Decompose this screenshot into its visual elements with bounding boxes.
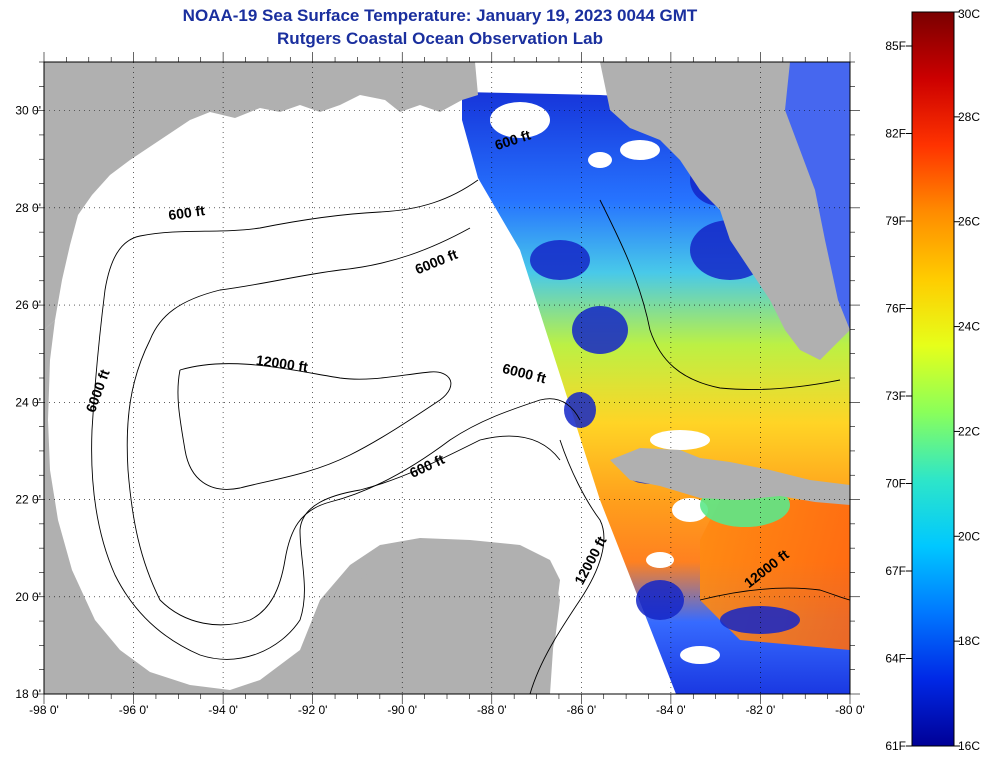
colorbar-fahrenheit-label: 70F [885, 477, 906, 491]
bathymetry-contours [91, 179, 850, 694]
colorbar-celsius-label: 30C [958, 7, 980, 21]
lon-tick-label: -96 0' [119, 703, 149, 717]
colorbar-fahrenheit-label: 76F [885, 302, 906, 316]
graticule [44, 62, 850, 694]
lat-tick-label: 22 0' [15, 493, 41, 507]
colorbar-fahrenheit-label: 82F [885, 127, 906, 141]
land-cuba [610, 448, 850, 505]
colorbar-celsius-label: 20C [958, 529, 980, 543]
colorbar-fahrenheit-label: 85F [885, 39, 906, 53]
land-florida [600, 62, 850, 360]
longitude-labels: -98 0' -96 0' -94 0' -92 0' -90 0' -88 0' -86 … [29, 703, 865, 717]
colorbar-celsius-label: 18C [958, 634, 980, 648]
lon-tick-label: -80 0' [835, 703, 865, 717]
colorbar-fahrenheit-label: 64F [885, 652, 906, 666]
lat-tick-label: 28 0' [15, 201, 41, 215]
lon-tick-label: -88 0' [477, 703, 507, 717]
contour-6000ft [126, 227, 581, 626]
lon-tick-label: -98 0' [29, 703, 59, 717]
contour-600ft-north [91, 179, 561, 660]
colorbar-celsius-label: 28C [958, 110, 980, 124]
colorbar-fahrenheit-label: 67F [885, 564, 906, 578]
contour-12000ft [177, 363, 452, 490]
land-yucatan [360, 545, 560, 694]
colorbar-fahrenheit-label: 61F [885, 739, 906, 753]
lon-tick-label: -94 0' [208, 703, 238, 717]
contour-florida-shelf [599, 199, 841, 391]
latitude-labels: 18 0' 20 0' 22 0' 24 0' 26 0' 28 0' 30 0' [15, 104, 41, 701]
frame-ticks [34, 52, 860, 704]
lat-tick-label: 20 0' [15, 590, 41, 604]
sst-atlantic-strip [785, 62, 850, 330]
lon-tick-label: -82 0' [746, 703, 776, 717]
colorbar-celsius-labels: 30C 28C 26C 24C 22C 20C 18C 16C [954, 7, 980, 753]
lat-tick-label: 26 0' [15, 298, 41, 312]
land-us-gulf-coast [44, 62, 478, 330]
lat-tick-label: 18 0' [15, 687, 41, 701]
contour-label: 600 ft [167, 202, 206, 223]
colorbar [911, 11, 955, 747]
colorbar-fahrenheit-label: 79F [885, 214, 906, 228]
colorbar-celsius-label: 24C [958, 320, 980, 334]
contour-12000ft-caribbean [699, 587, 850, 601]
colorbar-celsius-label: 22C [958, 424, 980, 438]
cloud-gaps [490, 102, 720, 664]
map-title: NOAA-19 Sea Surface Temperature: January… [182, 6, 698, 25]
lon-tick-label: -84 0' [656, 703, 686, 717]
contour-label: 12000 ft [255, 352, 309, 375]
lat-tick-label: 30 0' [15, 104, 41, 118]
land [44, 62, 850, 694]
lat-tick-label: 24 0' [15, 395, 41, 409]
contour-600ft-shelf-west [529, 439, 605, 694]
colorbar-fahrenheit-labels: 85F 82F 79F 76F 73F 70F 67F 64F 61F [885, 39, 912, 753]
colorbar-celsius-label: 16C [958, 739, 980, 753]
lon-tick-label: -86 0' [567, 703, 597, 717]
lon-tick-label: -92 0' [298, 703, 328, 717]
colorbar-celsius-label: 26C [958, 215, 980, 229]
map-subtitle: Rutgers Coastal Ocean Observation Lab [277, 29, 603, 48]
colorbar-fahrenheit-label: 73F [885, 389, 906, 403]
lon-tick-label: -90 0' [387, 703, 417, 717]
